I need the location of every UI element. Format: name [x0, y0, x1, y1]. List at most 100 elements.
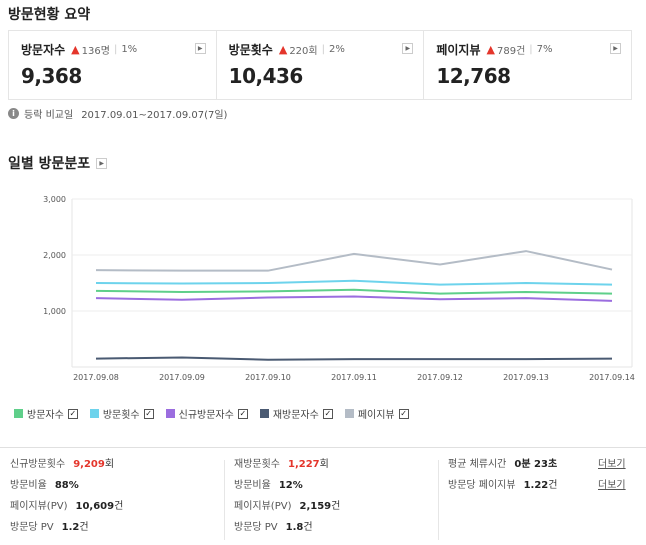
legend-label: 재방문자수: [272, 410, 319, 421]
stat-row: 평균 체류시간 0분 23초 더보기: [448, 458, 638, 479]
legend-item[interactable]: 신규방문자수 ✓: [165, 406, 248, 421]
legend-label: 신규방문자수: [178, 410, 234, 421]
more-arrow-button[interactable]: ▶: [194, 43, 206, 54]
compare-label: 등락 비교일: [24, 110, 74, 121]
y-tick-label: 1,000: [43, 307, 66, 316]
card-delta: 220회: [289, 46, 318, 57]
summary-box: 방문자수 ▲ 136명 | 1% 9,368 ▶ 방문횟수 ▲ 220회 | 2…: [8, 30, 632, 100]
stat-row: 신규방문횟수 9,209 회: [10, 458, 123, 479]
stat-label: 페이지뷰(PV): [234, 501, 292, 512]
card-value: 10,436: [228, 64, 304, 88]
legend-checkbox[interactable]: ✓: [143, 408, 154, 419]
stat-value: 1.8: [285, 522, 304, 533]
divider: |: [113, 44, 118, 55]
card-label: 방문횟수: [228, 43, 273, 57]
stat-value: 10,609: [75, 501, 115, 512]
more-link[interactable]: 더보기: [598, 459, 626, 470]
stats-col-duration: 평균 체류시간 0분 23초 더보기 방문당 페이지뷰 1.22 건 더보기: [448, 458, 638, 500]
chart-legend: 방문자수 ✓ 방문횟수 ✓ 신규방문자수 ✓ 재방문자수 ✓ 페이지뷰 ✓: [14, 406, 421, 421]
y-tick-label: 2,000: [43, 251, 66, 260]
stat-row: 방문비율 12%: [234, 479, 340, 500]
stat-row: 방문당 PV 1.8 건: [234, 521, 340, 542]
stat-row: 페이지뷰(PV) 10,609 건: [10, 500, 123, 521]
column-divider: [224, 460, 225, 540]
summary-card-pageviews: 페이지뷰 ▲ 789건 | 7% 12,768 ▶: [424, 31, 631, 99]
stat-row: 재방문횟수 1,227 회: [234, 458, 340, 479]
legend-label: 페이지뷰: [357, 410, 395, 421]
card-value: 9,368: [21, 64, 82, 88]
x-tick-label: 2017.09.14: [589, 373, 635, 382]
daily-title: 일별 방문분포 ▶: [8, 153, 108, 173]
series-line-5: [95, 250, 613, 272]
stat-value: 2,159: [299, 501, 332, 512]
series-line-1: [95, 288, 613, 295]
section-divider: [0, 447, 646, 448]
series-line-3: [95, 295, 613, 302]
stat-label: 신규방문횟수: [10, 459, 66, 470]
more-arrow-button[interactable]: ▶: [610, 43, 622, 54]
legend-item[interactable]: 재방문자수 ✓: [259, 406, 333, 421]
compare-period: i 등락 비교일 2017.09.01~2017.09.07(7일): [8, 106, 227, 121]
x-tick-label: 2017.09.11: [331, 373, 377, 382]
compare-range: 2017.09.01~2017.09.07(7일): [81, 110, 228, 121]
stat-unit: 회: [319, 459, 329, 470]
summary-card-visits: 방문횟수 ▲ 220회 | 2% 10,436 ▶: [217, 31, 425, 99]
x-tick-label: 2017.09.10: [245, 373, 291, 382]
card-pct: 7%: [536, 44, 553, 55]
arrow-up-icon: ▲: [71, 43, 80, 56]
stat-row: 방문당 페이지뷰 1.22 건 더보기: [448, 479, 638, 500]
stat-value: 9,209: [73, 459, 105, 470]
legend-checkbox[interactable]: ✓: [322, 408, 333, 419]
legend-swatch: [344, 409, 354, 418]
more-link[interactable]: 더보기: [598, 480, 626, 491]
stat-unit: 건: [79, 522, 89, 533]
series-line-4: [95, 356, 613, 361]
stat-value: 1.22: [523, 480, 549, 491]
stat-unit: 회: [104, 459, 115, 470]
stat-label: 방문비율: [234, 480, 271, 491]
stat-value: 1.2: [61, 522, 80, 533]
card-delta: 789건: [496, 46, 526, 57]
stat-row: 방문당 PV 1.2 건: [10, 521, 123, 542]
stat-label: 방문당 페이지뷰: [448, 480, 516, 491]
stat-label: 재방문횟수: [234, 459, 280, 470]
x-tick-label: 2017.09.13: [503, 373, 549, 382]
stat-value: 88%: [54, 480, 79, 491]
info-icon: i: [8, 108, 19, 119]
card-label: 방문자수: [21, 43, 66, 57]
legend-checkbox[interactable]: ✓: [67, 408, 78, 419]
daily-more-button[interactable]: ▶: [96, 157, 108, 169]
stat-unit: 건: [114, 501, 124, 512]
stats-col-new: 신규방문횟수 9,209 회 방문비율 88% 페이지뷰(PV) 10,609 건 방문당 PV…: [10, 458, 123, 542]
stat-unit: 건: [548, 480, 558, 491]
card-pct: 1%: [121, 44, 138, 55]
legend-item[interactable]: 방문자수 ✓: [14, 406, 78, 421]
legend-item[interactable]: 방문횟수 ✓: [89, 406, 154, 421]
y-tick-label: 3,000: [43, 195, 66, 204]
stat-label: 방문비율: [10, 480, 47, 491]
legend-checkbox[interactable]: ✓: [237, 408, 248, 419]
stat-unit: 건: [303, 522, 313, 533]
stat-row: 페이지뷰(PV) 2,159 건: [234, 500, 340, 521]
arrow-up-icon: ▲: [486, 43, 495, 56]
stat-unit: 건: [331, 501, 341, 512]
daily-title-text: 일별 방문분포: [8, 156, 91, 172]
divider: |: [529, 44, 533, 55]
divider: |: [321, 44, 325, 55]
line-chart: 3,000 2,000 1,000 2017.09.08 2017.09.09 2017.…: [43, 195, 635, 382]
legend-swatch: [14, 409, 23, 418]
stat-row: 방문비율 88%: [10, 479, 123, 500]
stat-label: 페이지뷰(PV): [10, 501, 68, 512]
legend-label: 방문횟수: [102, 410, 140, 421]
more-arrow-button[interactable]: ▶: [402, 43, 414, 54]
stat-value: 0분 23초: [514, 459, 558, 470]
stat-label: 평균 체류시간: [448, 459, 507, 470]
stats-col-return: 재방문횟수 1,227 회 방문비율 12% 페이지뷰(PV) 2,159 건 방문당 PV 1.…: [234, 458, 340, 542]
column-divider: [438, 460, 439, 540]
legend-checkbox[interactable]: ✓: [398, 408, 409, 419]
legend-item[interactable]: 페이지뷰 ✓: [344, 406, 409, 421]
legend-swatch: [165, 409, 175, 418]
legend-label: 방문자수: [27, 410, 64, 421]
summary-title: 방문현황 요약: [8, 7, 91, 23]
stat-value: 1,227: [288, 459, 320, 470]
